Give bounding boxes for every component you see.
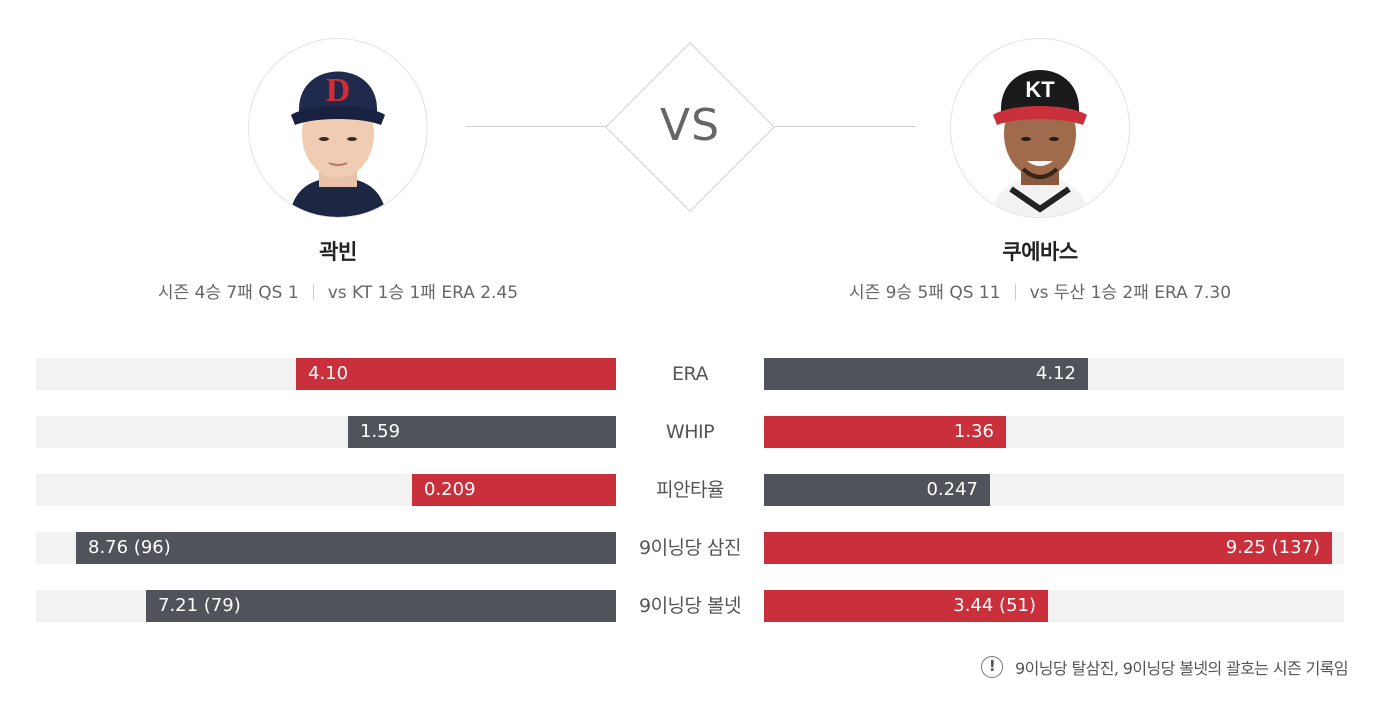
metric-label: 피안타율 xyxy=(656,479,724,501)
player-right: KT 쿠에바스 시즌 9승 5패 QS 11 vs 두산 1승 2패 ERA 7.… xyxy=(820,38,1260,303)
metric-track-right: 4.12 xyxy=(764,358,1344,390)
metric-track-right: 9.25 (137) xyxy=(764,532,1344,564)
player-right-vs-stats: vs 두산 1승 2패 ERA 7.30 xyxy=(1029,283,1232,303)
metric-track-left: 8.76 (96) xyxy=(36,532,616,564)
metric-bar-left: 1.59 xyxy=(348,416,616,448)
player-right-photo[interactable]: KT xyxy=(950,38,1130,218)
footnote-text: 9이닝당 탈삼진, 9이닝당 볼넷의 괄호는 시즌 기록임 xyxy=(1015,659,1349,678)
player-left-name[interactable]: 곽빈 xyxy=(319,240,357,264)
player-right-season-stats: 시즌 9승 5패 QS 11 xyxy=(848,283,1001,303)
metric-bar-right: 1.36 xyxy=(764,416,1006,448)
vs-line-left xyxy=(466,126,606,127)
player-left-photo[interactable]: D xyxy=(248,38,428,218)
player-right-stats: 시즌 9승 5패 QS 11 vs 두산 1승 2패 ERA 7.30 xyxy=(820,278,1260,303)
metric-track-left: 4.10 xyxy=(36,358,616,390)
metric-bar-right: 3.44 (51) xyxy=(764,590,1048,622)
metric-label: ERA xyxy=(672,363,708,385)
player-right-name[interactable]: 쿠에바스 xyxy=(1002,240,1078,264)
metric-bar-right: 4.12 xyxy=(764,358,1088,390)
metric-track-left: 0.209 xyxy=(36,474,616,506)
metric-row: 4.10 4.12 ERA xyxy=(0,358,1388,390)
player-left: D 곽빈 시즌 4승 7패 QS 1 vs KT 1승 1패 ERA 2.45 xyxy=(118,38,558,303)
metric-row: 1.59 1.36 WHIP xyxy=(0,416,1388,448)
metric-bar-right: 0.247 xyxy=(764,474,990,506)
metric-bar-right: 9.25 (137) xyxy=(764,532,1332,564)
divider xyxy=(312,284,314,300)
metric-track-left: 7.21 (79) xyxy=(36,590,616,622)
divider xyxy=(1014,284,1016,300)
metric-label: 9이닝당 볼넷 xyxy=(638,595,742,617)
footnote: ! 9이닝당 탈삼진, 9이닝당 볼넷의 괄호는 시즌 기록임 xyxy=(981,655,1349,679)
metric-row: 0.209 0.247 피안타율 xyxy=(0,474,1388,506)
metric-track-right: 1.36 xyxy=(764,416,1344,448)
team-logo-doosan: D xyxy=(326,72,351,109)
metric-track-right: 3.44 (51) xyxy=(764,590,1344,622)
vs-line-right xyxy=(775,126,916,127)
team-logo-kt: KT xyxy=(1025,77,1055,102)
metric-bar-left: 4.10 xyxy=(296,358,616,390)
metric-track-right: 0.247 xyxy=(764,474,1344,506)
metric-label: 9이닝당 삼진 xyxy=(638,537,742,559)
player-left-season-stats: 시즌 4승 7패 QS 1 xyxy=(157,283,299,303)
info-icon: ! xyxy=(981,656,1004,678)
metric-bar-left: 0.209 xyxy=(412,474,616,506)
metric-row: 7.21 (79) 3.44 (51) 9이닝당 볼넷 xyxy=(0,590,1388,622)
player-left-vs-stats: vs KT 1승 1패 ERA 2.45 xyxy=(327,283,519,303)
metric-bar-left: 8.76 (96) xyxy=(76,532,616,564)
metric-track-left: 1.59 xyxy=(36,416,616,448)
vs-label: VS xyxy=(659,100,721,151)
metric-bar-left: 7.21 (79) xyxy=(146,590,616,622)
player-left-stats: 시즌 4승 7패 QS 1 vs KT 1승 1패 ERA 2.45 xyxy=(118,278,558,303)
metric-label: WHIP xyxy=(665,421,715,443)
metric-row: 8.76 (96) 9.25 (137) 9이닝당 삼진 xyxy=(0,532,1388,564)
